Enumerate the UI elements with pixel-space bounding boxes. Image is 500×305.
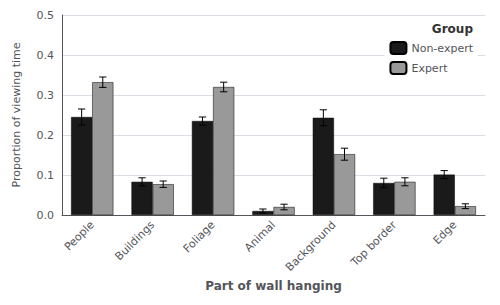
svg-text:Animal: Animal [242,218,278,254]
svg-text:People: People [62,218,97,253]
svg-text:0.1: 0.1 [37,169,55,182]
svg-text:0.5: 0.5 [37,9,55,22]
svg-text:0.0: 0.0 [37,209,55,222]
svg-text:Group: Group [432,22,474,36]
svg-text:Non-expert: Non-expert [411,42,473,55]
svg-text:Expert: Expert [411,62,448,75]
svg-text:Background: Background [283,218,339,274]
svg-text:Edge: Edge [431,218,460,247]
svg-text:0.2: 0.2 [37,129,55,142]
svg-text:0.4: 0.4 [37,49,55,62]
svg-text:Top border: Top border [348,218,399,269]
svg-text:Proportion of viewing time: Proportion of viewing time [10,42,23,187]
svg-text:Buildings: Buildings [112,218,157,263]
svg-text:Foliage: Foliage [181,218,218,255]
svg-text:Part of wall hanging: Part of wall hanging [205,279,342,293]
svg-text:0.3: 0.3 [37,89,55,102]
